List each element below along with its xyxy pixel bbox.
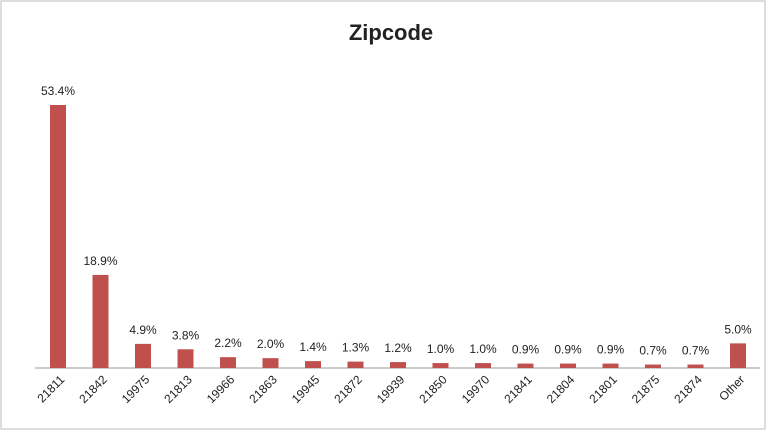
bar	[92, 274, 109, 368]
value-label: 4.9%	[129, 323, 157, 337]
bar	[50, 105, 66, 368]
bar	[475, 363, 491, 368]
value-label: 0.9%	[597, 343, 625, 357]
bar	[347, 361, 364, 368]
value-label: 0.9%	[554, 343, 582, 357]
value-label: 18.9%	[83, 254, 117, 268]
value-label: 5.0%	[724, 322, 752, 336]
bar	[730, 343, 746, 368]
value-label: 1.4%	[299, 340, 327, 354]
value-label: 2.0%	[257, 337, 285, 351]
bar	[262, 358, 279, 368]
bar	[602, 363, 619, 368]
value-label: 1.2%	[384, 341, 412, 355]
bar	[220, 357, 236, 368]
bar	[517, 363, 534, 368]
bar	[390, 362, 406, 368]
value-label: 1.0%	[469, 342, 497, 356]
value-label: 1.0%	[427, 342, 455, 356]
value-label: 3.8%	[172, 328, 200, 342]
value-label: 1.3%	[342, 341, 370, 355]
chart-title: Zipcode	[349, 20, 433, 45]
value-label: 2.2%	[214, 336, 242, 350]
bar	[177, 349, 194, 368]
value-label: 0.7%	[682, 344, 710, 358]
bar	[432, 363, 449, 368]
value-label: 0.7%	[639, 344, 667, 358]
bar	[305, 361, 321, 368]
bar	[135, 343, 151, 368]
bar	[687, 364, 704, 368]
value-label: 0.9%	[512, 343, 540, 357]
bar	[560, 363, 576, 368]
bar	[645, 364, 661, 368]
value-label: 53.4%	[41, 84, 75, 98]
